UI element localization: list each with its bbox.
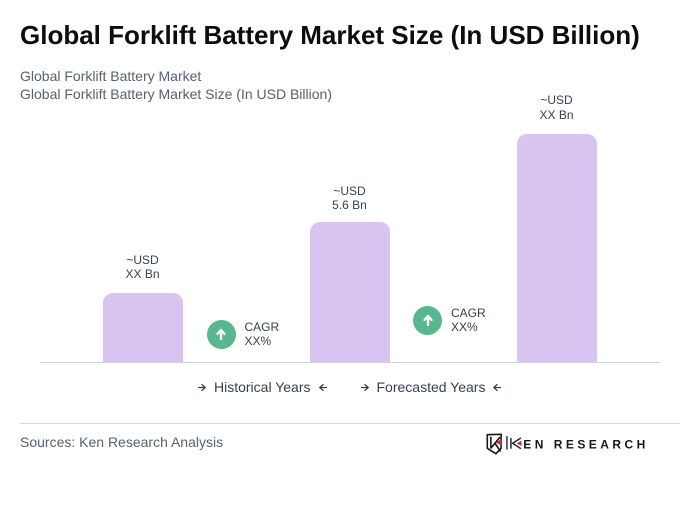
svg-text:EN RESEARCH: EN RESEARCH bbox=[523, 438, 649, 452]
